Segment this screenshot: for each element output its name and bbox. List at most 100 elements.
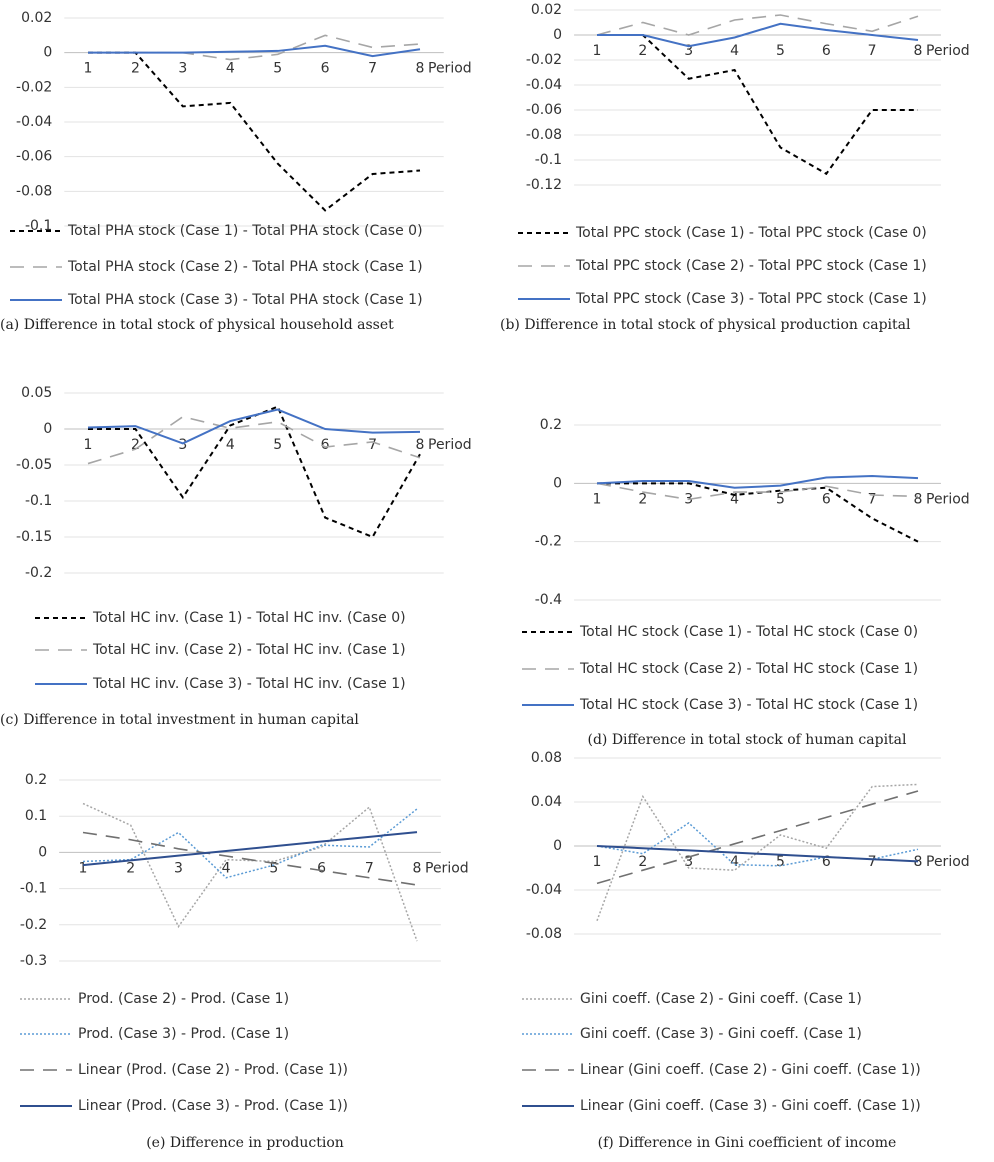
x-tick-label: 5: [776, 491, 785, 507]
x-tick-label: 7: [868, 854, 877, 870]
series-line: [88, 44, 421, 58]
x-tick-label: 5: [269, 860, 278, 876]
x-axis-label: Period: [428, 437, 472, 453]
series-line: [596, 475, 919, 489]
y-tick-label: -0.02: [16, 79, 52, 95]
y-tick-label: -0.12: [526, 177, 562, 193]
series-line: [597, 34, 918, 176]
y-tick-label: 0.02: [531, 2, 562, 18]
x-tick-label: 3: [178, 437, 187, 453]
x-tick-label: 3: [174, 860, 183, 876]
x-tick-label: 8: [413, 860, 422, 876]
legend-label: Total PHA stock (Case 2) - Total PHA sto…: [67, 259, 423, 275]
y-tick-label: 0: [553, 838, 562, 854]
x-tick-label: 6: [321, 437, 330, 453]
legend-label: Prod. (Case 3) - Prod. (Case 1): [78, 1026, 289, 1042]
legend-label: Total PPC stock (Case 2) - Total PPC sto…: [575, 258, 927, 274]
caption: (f) Difference in Gini coefficient of in…: [597, 1135, 897, 1151]
y-tick-label: 0: [553, 475, 562, 491]
x-tick-label: 4: [226, 437, 235, 453]
x-tick-label: 2: [126, 860, 135, 876]
x-tick-label: 7: [368, 61, 377, 77]
x-tick-label: 1: [79, 860, 88, 876]
caption: (a) Difference in total stock of physica…: [0, 317, 394, 333]
y-tick-label: -0.1: [20, 881, 47, 897]
series-line: [82, 808, 418, 879]
x-tick-label: 6: [822, 854, 831, 870]
series-line: [82, 831, 418, 886]
y-tick-label: -0.3: [20, 953, 47, 969]
series-line: [596, 14, 919, 36]
legend-label: Total HC stock (Case 3) - Total HC stock…: [579, 697, 918, 713]
x-tick-label: 4: [222, 860, 231, 876]
x-tick-label: 4: [730, 491, 739, 507]
series-line: [596, 845, 919, 863]
x-tick-label: 5: [776, 854, 785, 870]
y-tick-label: 0.05: [21, 385, 52, 401]
legend-label: Gini coeff. (Case 2) - Gini coeff. (Case…: [580, 991, 862, 1007]
y-tick-label: 0.08: [531, 750, 562, 766]
x-tick-label: 1: [593, 43, 602, 59]
y-tick-label: 0.02: [21, 10, 52, 26]
y-tick-label: -0.2: [535, 534, 562, 550]
y-tick-label: -0.04: [526, 77, 562, 93]
y-tick-label: -0.04: [16, 114, 52, 130]
series-line: [596, 783, 919, 922]
legend-label: Linear (Gini coeff. (Case 3) - Gini coef…: [580, 1098, 921, 1114]
x-tick-label: 2: [638, 43, 647, 59]
caption: (b) Difference in total stock of physica…: [500, 317, 911, 333]
y-tick-label: -0.4: [535, 592, 562, 608]
y-tick-label: -0.02: [526, 52, 562, 68]
legend-label: Gini coeff. (Case 3) - Gini coeff. (Case…: [580, 1026, 862, 1042]
y-tick-label: -0.08: [526, 127, 562, 143]
y-tick-label: -0.2: [20, 917, 47, 933]
y-tick-label: -0.05: [16, 457, 52, 473]
y-tick-label: -0.2: [25, 565, 52, 581]
x-tick-label: 6: [822, 491, 831, 507]
y-tick-label: -0.06: [16, 149, 52, 165]
x-tick-label: 7: [868, 491, 877, 507]
y-tick-label: 0: [553, 27, 562, 43]
x-tick-label: 2: [131, 437, 140, 453]
x-axis-label: Period: [425, 860, 469, 876]
y-tick-label: 0.2: [25, 772, 47, 788]
x-tick-label: 7: [365, 860, 374, 876]
x-tick-label: 2: [638, 491, 647, 507]
series-line: [596, 790, 919, 885]
y-tick-label: 0.04: [531, 794, 562, 810]
x-tick-label: 5: [273, 61, 282, 77]
x-tick-label: 6: [321, 61, 330, 77]
x-tick-label: 3: [684, 43, 693, 59]
x-tick-label: 4: [730, 854, 739, 870]
x-tick-label: 8: [914, 43, 923, 59]
x-tick-label: 8: [914, 854, 923, 870]
caption: (d) Difference in total stock of human c…: [587, 732, 907, 748]
legend-label: Total PHA stock (Case 1) - Total PHA sto…: [67, 223, 423, 239]
y-tick-label: 0.2: [540, 417, 562, 433]
legend-label: Total HC inv. (Case 1) - Total HC inv. (…: [92, 610, 406, 626]
x-tick-label: 8: [416, 61, 425, 77]
y-tick-label: 0: [43, 421, 52, 437]
x-tick-label: 5: [776, 43, 785, 59]
legend-label: Linear (Gini coeff. (Case 2) - Gini coef…: [580, 1062, 921, 1078]
series-line: [87, 415, 421, 465]
y-tick-label: -0.08: [526, 926, 562, 942]
caption: (e) Difference in production: [146, 1135, 344, 1151]
x-tick-label: 4: [730, 43, 739, 59]
x-tick-label: 8: [416, 437, 425, 453]
legend-label: Linear (Prod. (Case 2) - Prod. (Case 1)): [78, 1062, 348, 1078]
x-tick-label: 2: [131, 61, 140, 77]
x-axis-label: Period: [926, 491, 970, 507]
x-axis-label: Period: [926, 43, 970, 59]
x-tick-label: 7: [868, 43, 877, 59]
legend-label: Total HC stock (Case 1) - Total HC stock…: [579, 624, 918, 640]
x-tick-label: 5: [273, 437, 282, 453]
x-tick-label: 6: [822, 43, 831, 59]
series-line: [596, 482, 919, 501]
series-line: [87, 408, 421, 445]
y-tick-label: -0.1: [25, 493, 52, 509]
x-tick-label: 1: [593, 491, 602, 507]
legend-label: Total PPC stock (Case 1) - Total PPC sto…: [575, 225, 927, 241]
